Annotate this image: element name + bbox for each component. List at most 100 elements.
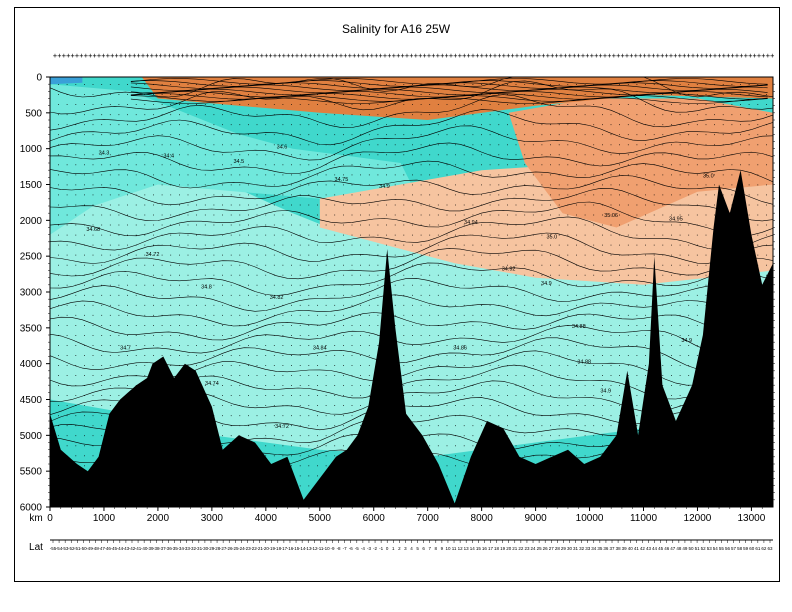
sample-dot bbox=[524, 114, 526, 116]
sample-dot bbox=[705, 154, 707, 156]
sample-dot bbox=[351, 355, 353, 356]
sample-dot bbox=[196, 174, 197, 176]
contour-label: 34.74 bbox=[205, 381, 219, 387]
sample-dot bbox=[248, 385, 249, 386]
sample-dot bbox=[308, 294, 310, 296]
sample-dot bbox=[696, 325, 698, 326]
sample-dot bbox=[75, 134, 77, 136]
station-mark: + bbox=[625, 52, 629, 60]
sample-dot bbox=[109, 294, 111, 296]
lat-tick-label: -39 bbox=[147, 546, 154, 551]
sample-dot bbox=[239, 435, 241, 437]
sample-dot bbox=[213, 304, 215, 306]
station-mark: + bbox=[66, 52, 70, 60]
station-mark: + bbox=[475, 52, 479, 60]
sample-dot bbox=[653, 124, 655, 126]
sample-dot bbox=[455, 475, 456, 477]
sample-dot bbox=[291, 214, 292, 216]
sample-dot bbox=[153, 184, 154, 186]
sample-dot bbox=[58, 104, 59, 105]
sample-dot bbox=[455, 234, 456, 236]
sample-dot bbox=[489, 415, 491, 417]
station-mark: + bbox=[418, 52, 422, 60]
sample-dot bbox=[446, 94, 448, 95]
sample-dot bbox=[66, 104, 68, 105]
sample-dot bbox=[541, 234, 543, 236]
sample-dot bbox=[299, 465, 301, 467]
sample-dot bbox=[558, 124, 560, 126]
sample-dot bbox=[507, 164, 508, 166]
sample-dot bbox=[541, 184, 543, 186]
sample-dot bbox=[489, 154, 491, 156]
sample-dot bbox=[567, 335, 569, 336]
sample-dot bbox=[757, 214, 759, 216]
station-mark: + bbox=[145, 52, 149, 60]
sample-dot bbox=[610, 94, 612, 95]
sample-dot bbox=[239, 174, 241, 176]
sample-dot bbox=[576, 304, 577, 306]
sample-dot bbox=[144, 224, 146, 226]
sample-dot bbox=[394, 224, 396, 226]
sample-dot bbox=[144, 375, 146, 376]
sample-dot bbox=[334, 425, 336, 427]
sample-dot bbox=[412, 104, 413, 105]
sample-dot bbox=[256, 375, 258, 376]
sample-dot bbox=[558, 284, 560, 286]
sample-dot bbox=[412, 274, 413, 276]
x-tick-label: 5000 bbox=[309, 513, 332, 524]
sample-dot bbox=[532, 445, 534, 447]
sample-dot bbox=[420, 345, 422, 346]
sample-dot bbox=[748, 204, 750, 206]
sample-dot bbox=[740, 94, 741, 95]
sample-dot bbox=[204, 284, 206, 286]
sample-dot bbox=[584, 194, 586, 196]
sample-dot bbox=[403, 104, 405, 105]
sample-dot bbox=[92, 445, 94, 447]
sample-dot bbox=[688, 314, 690, 316]
sample-dot bbox=[187, 184, 189, 186]
sample-dot bbox=[343, 254, 344, 256]
sample-dot bbox=[334, 214, 336, 216]
sample-dot bbox=[550, 345, 551, 346]
sample-dot bbox=[437, 124, 439, 126]
station-mark: + bbox=[330, 52, 334, 60]
sample-dot bbox=[576, 415, 577, 417]
sample-dot bbox=[368, 355, 370, 356]
sample-dot bbox=[489, 164, 491, 166]
sample-dot bbox=[222, 284, 223, 286]
lat-tick-label: 9 bbox=[441, 546, 444, 551]
sample-dot bbox=[58, 254, 59, 256]
sample-dot bbox=[248, 114, 249, 116]
sample-dot bbox=[308, 405, 310, 406]
sample-dot bbox=[455, 304, 456, 306]
sample-dot bbox=[636, 284, 638, 286]
sample-dot bbox=[714, 214, 715, 216]
contour-label: 34.72 bbox=[275, 424, 289, 430]
sample-dot bbox=[299, 264, 301, 266]
sample-dot bbox=[282, 154, 284, 156]
sample-dot bbox=[602, 224, 603, 226]
sample-dot bbox=[92, 314, 94, 316]
sample-dot bbox=[524, 94, 526, 95]
sample-dot bbox=[317, 314, 318, 316]
sample-dot bbox=[446, 284, 448, 286]
sample-dot bbox=[153, 194, 154, 196]
sample-dot bbox=[273, 335, 275, 336]
contour-line bbox=[50, 262, 773, 296]
sample-dot bbox=[558, 214, 560, 216]
sample-dot bbox=[662, 214, 664, 216]
lat-tick-label: 29 bbox=[561, 546, 567, 551]
sample-dot bbox=[412, 134, 413, 136]
sample-dot bbox=[204, 335, 206, 336]
station-mark: + bbox=[642, 52, 646, 60]
sample-dot bbox=[118, 154, 120, 156]
sample-dot bbox=[144, 244, 146, 246]
sample-dot bbox=[567, 154, 569, 156]
sample-dot bbox=[550, 174, 551, 176]
y-tick-label: 5000 bbox=[20, 431, 43, 442]
sample-dot bbox=[386, 184, 387, 186]
lat-tick-label: 1 bbox=[392, 546, 395, 551]
contour-line bbox=[50, 187, 773, 222]
sample-dot bbox=[714, 164, 715, 166]
sample-dot bbox=[688, 254, 690, 256]
